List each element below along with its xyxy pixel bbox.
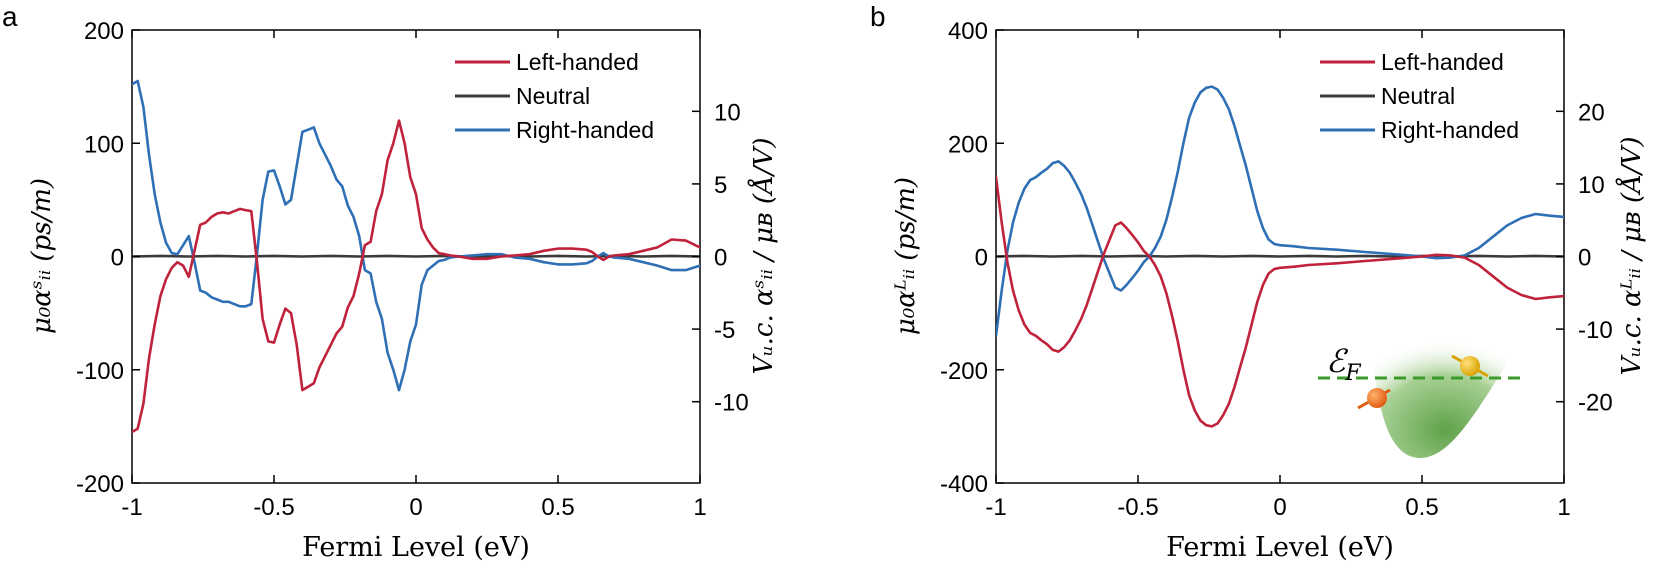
y-right-tick-label-b: 10 [1578, 172, 1605, 199]
electron-yellow-icon [1460, 356, 1480, 376]
x-tick-label-a: -1 [121, 494, 142, 521]
y-axis-right-label-b-text: Vᵤ.c. αᴸᵢᵢ / μʙ (Å/V) [1615, 136, 1647, 375]
x-tick-label-b: 0 [1273, 494, 1286, 521]
y-tick-label-b: 400 [948, 18, 988, 45]
ticks-a: -1 -0.5 0 0.5 1 -200 -100 0 100 200 -10 -5 0 5 10 [76, 18, 749, 521]
y-right-tick-label-a: -5 [714, 317, 735, 344]
band-cone-illustration [1368, 318, 1540, 458]
y-axis-label-b-text: μ₀αᴸᵢᵢ (ps/m) [891, 177, 921, 335]
legend-b-neutral-label: Neutral [1381, 83, 1455, 109]
x-tick-label-a: 1 [693, 494, 706, 521]
panel-label-b: b [870, 1, 886, 32]
y-axis-right-label-a-text: Vᵤ.c. αˢᵢᵢ / μʙ (Å/V) [747, 138, 779, 375]
ticks-b: -1 -0.5 0 0.5 1 -400 -200 0 200 400 -20 -10 0 10 20 [940, 18, 1613, 521]
fermi-level-symbol-main: ℰ [1326, 342, 1349, 380]
x-axis-label-b: Fermi Level (eV) [1166, 532, 1394, 563]
x-tick-label-b: 0.5 [1405, 494, 1438, 521]
fermi-level-symbol: ℰF [1326, 342, 1361, 386]
y-axis-right-label-b: Vᵤ.c. αᴸᵢᵢ / μʙ (Å/V) [1615, 136, 1647, 375]
legend-a-left-label: Left-handed [516, 49, 639, 75]
y-tick-label-a: -100 [76, 358, 124, 385]
y-right-tick-label-a: -10 [714, 390, 749, 417]
y-axis-right-label-a: Vᵤ.c. αˢᵢᵢ / μʙ (Å/V) [747, 138, 779, 375]
y-axis-label-b: μ₀αᴸᵢᵢ (ps/m) [891, 177, 921, 335]
fermi-level-symbol-sub: F [1344, 361, 1361, 386]
x-tick-label-b: 1 [1557, 494, 1570, 521]
x-tick-label-a: -0.5 [253, 494, 294, 521]
y-tick-label-a: 100 [84, 131, 124, 158]
y-right-tick-label-b: -10 [1578, 317, 1613, 344]
series-line-a-left-handed [132, 119, 700, 434]
series-group-a [132, 79, 700, 434]
y-axis-label-a-text: μ₀αˢᵢᵢ (ps/m) [27, 178, 57, 334]
y-tick-label-a: 0 [111, 245, 124, 272]
y-right-tick-label-b: 20 [1578, 99, 1605, 126]
y-tick-label-b: -400 [940, 471, 988, 498]
legend-b-right-label: Right-handed [1381, 117, 1519, 143]
legend-a: Left-handed Neutral Right-handed [455, 49, 654, 143]
x-tick-label-b: -1 [985, 494, 1006, 521]
chart-panel-b: -1 -0.5 0 0.5 1 -400 -200 0 200 400 -20 -10 0 10 20 μ₀… [891, 18, 1647, 563]
series-line-a-neutral [132, 254, 700, 258]
series-line-a-right-handed [132, 79, 700, 392]
series-group-b [996, 85, 1564, 428]
y-right-tick-label-a: 5 [714, 172, 727, 199]
chart-panel-a: -1 -0.5 0 0.5 1 -200 -100 0 100 200 -10 -5 0 5 10 μ₀αˢ… [27, 18, 779, 563]
legend-a-right-label: Right-handed [516, 117, 654, 143]
legend-a-neutral-label: Neutral [516, 83, 590, 109]
x-tick-label-a: 0.5 [541, 494, 574, 521]
y-tick-label-b: 0 [975, 245, 988, 272]
series-line-b-left-handed [996, 175, 1564, 428]
fermi-band-inset: ℰF [1318, 318, 1540, 458]
series-line-b-neutral [996, 254, 1564, 258]
y-axis-label-a: μ₀αˢᵢᵢ (ps/m) [27, 178, 57, 334]
x-tick-label-a: 0 [409, 494, 422, 521]
y-tick-label-a: 200 [84, 18, 124, 45]
series-line-b-right-handed [996, 85, 1564, 338]
legend-b-left-label: Left-handed [1381, 49, 1504, 75]
panel-label-a: a [2, 1, 18, 32]
x-axis-label-a: Fermi Level (eV) [302, 532, 530, 563]
y-tick-label-b: -200 [940, 358, 988, 385]
legend-b: Left-handed Neutral Right-handed [1320, 49, 1519, 143]
y-right-tick-label-b: -20 [1578, 390, 1613, 417]
y-right-tick-label-b: 0 [1578, 245, 1591, 272]
y-right-tick-label-a: 10 [714, 99, 741, 126]
electron-orange-icon [1367, 388, 1387, 408]
y-tick-label-b: 200 [948, 131, 988, 158]
y-tick-label-a: -200 [76, 471, 124, 498]
x-tick-label-b: -0.5 [1117, 494, 1158, 521]
y-right-tick-label-a: 0 [714, 245, 727, 272]
